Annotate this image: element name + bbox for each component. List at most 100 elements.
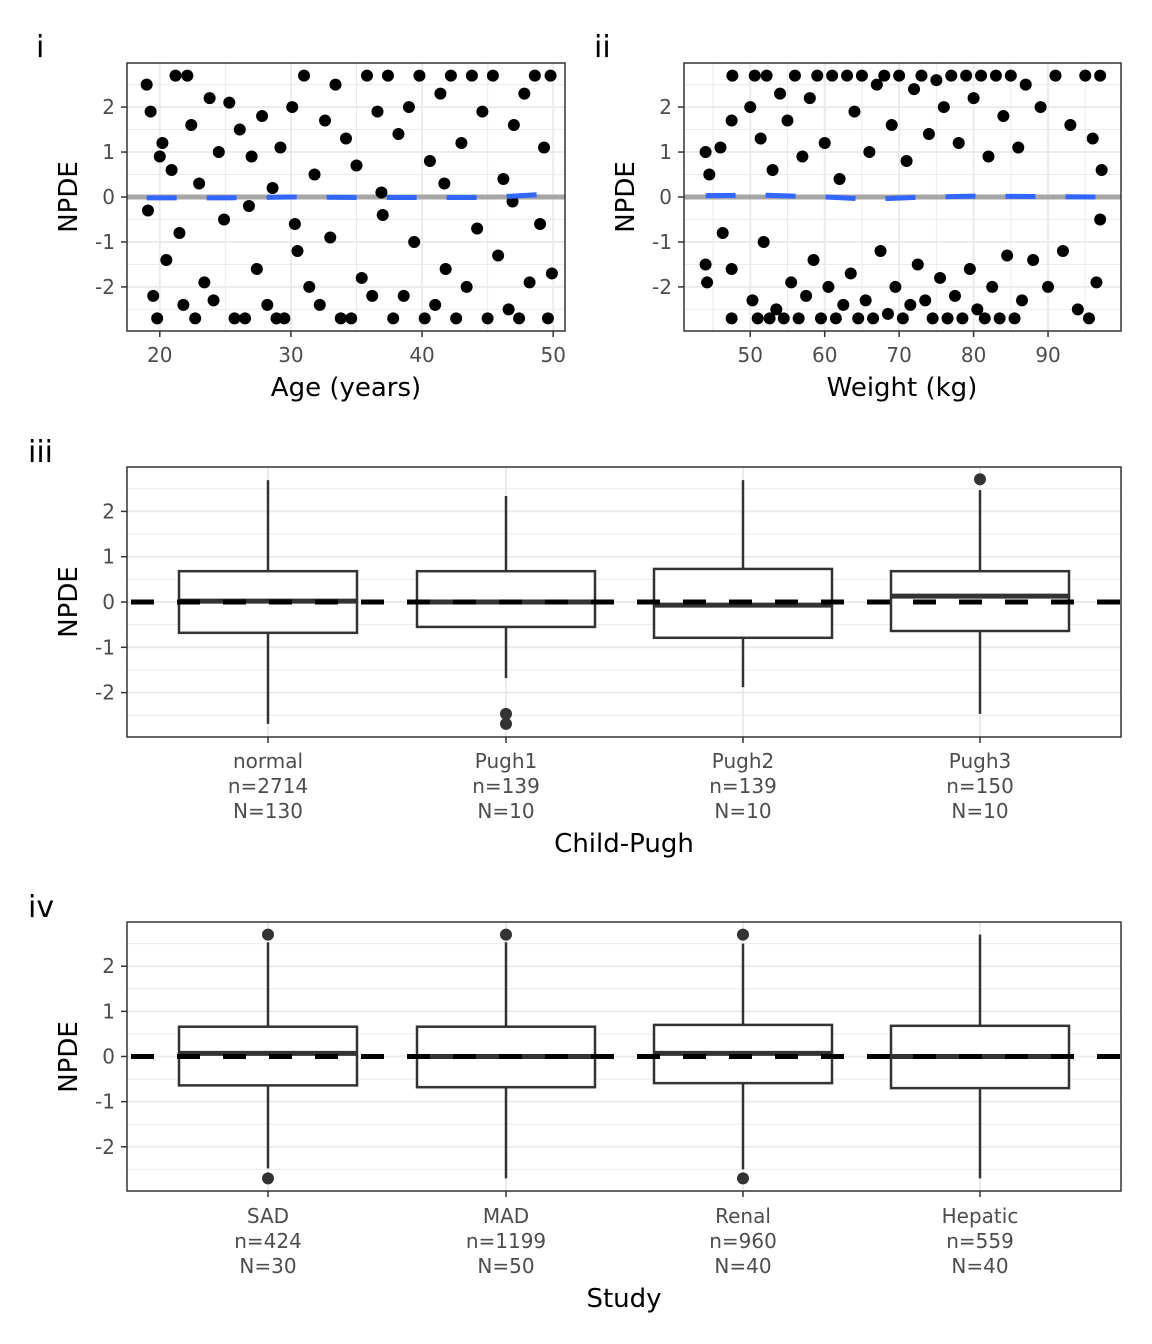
data-point (971, 303, 984, 316)
data-point (726, 69, 739, 82)
data-point (788, 69, 801, 82)
data-point (982, 150, 995, 163)
x-tick-label: N=50 (477, 1254, 534, 1278)
data-point (754, 132, 767, 145)
data-point (848, 105, 861, 118)
data-point (833, 173, 846, 186)
data-point (144, 105, 157, 118)
data-point (1094, 69, 1107, 82)
data-point (439, 262, 452, 275)
data-point (534, 217, 547, 230)
x-tick-label: 90 (1035, 343, 1060, 367)
data-point (1019, 78, 1032, 91)
data-point (792, 312, 805, 325)
data-point (893, 69, 906, 82)
data-point (502, 303, 515, 316)
x-tick-label: 40 (409, 343, 434, 367)
data-point (350, 159, 363, 172)
data-point (340, 132, 352, 145)
panel-tag: iv (28, 890, 54, 925)
data-point (993, 312, 1006, 325)
data-point (544, 69, 557, 82)
data-point (952, 137, 965, 150)
data-point (716, 226, 729, 239)
data-point (748, 69, 761, 82)
x-tick-label: N=10 (714, 799, 771, 823)
data-point (889, 280, 902, 293)
x-tick-label: Hepatic (942, 1204, 1019, 1228)
data-point (829, 312, 842, 325)
data-point (774, 87, 787, 100)
data-point (245, 150, 258, 163)
x-tick-label: Renal (715, 1204, 771, 1228)
outlier-point (737, 928, 749, 941)
data-point (1034, 101, 1047, 114)
y-tick-label: -2 (95, 1135, 115, 1159)
y-tick-label: 2 (102, 499, 115, 523)
data-point (140, 78, 153, 91)
y-tick-label: 1 (102, 140, 115, 164)
data-point (1001, 249, 1014, 262)
data-point (381, 69, 394, 82)
x-tick-label: SAD (247, 1204, 289, 1228)
data-point (770, 303, 783, 316)
data-point (796, 150, 809, 163)
data-point (934, 271, 947, 284)
data-point (908, 83, 921, 96)
data-point (1086, 132, 1099, 145)
data-point (513, 312, 526, 325)
y-tick-label: -1 (95, 230, 115, 254)
data-point (930, 74, 943, 87)
data-point (714, 141, 727, 154)
data-point (261, 298, 274, 311)
data-point (766, 164, 779, 177)
x-tick-label: MAD (483, 1204, 529, 1228)
data-point (329, 78, 342, 91)
data-point (212, 146, 225, 159)
data-point (746, 294, 759, 307)
data-point (811, 69, 824, 82)
data-point (911, 258, 924, 271)
data-point (274, 141, 287, 154)
data-point (1012, 141, 1025, 154)
outlier-point (737, 1172, 749, 1185)
x-tick-label: n=960 (709, 1229, 777, 1253)
data-point (881, 307, 894, 320)
y-tick-label: 2 (659, 95, 672, 119)
data-point (438, 177, 451, 190)
x-tick-label: 70 (886, 343, 911, 367)
data-point (408, 235, 421, 248)
data-point (355, 271, 368, 284)
data-point (852, 312, 865, 325)
data-point (989, 69, 1002, 82)
y-tick-label: -1 (95, 1090, 115, 1114)
data-point (945, 69, 958, 82)
data-point (465, 69, 478, 82)
y-tick-label: 2 (102, 954, 115, 978)
data-point (450, 312, 463, 325)
x-tick-label: 30 (278, 343, 303, 367)
data-point (173, 226, 186, 239)
data-point (859, 294, 872, 307)
data-point (941, 312, 954, 325)
data-point (492, 249, 505, 262)
x-tick-label: n=424 (234, 1229, 302, 1253)
y-axis-title: NPDE (54, 1021, 84, 1093)
data-point (757, 235, 770, 248)
data-point (800, 289, 813, 302)
outlier-point (500, 717, 512, 730)
data-point (744, 101, 757, 114)
y-axis-title: NPDE (54, 566, 84, 638)
x-tick-label: n=1199 (466, 1229, 546, 1253)
data-point (147, 289, 160, 302)
x-axis-title: Child-Pugh (554, 829, 694, 859)
data-point (896, 312, 909, 325)
data-point (228, 312, 241, 325)
data-point (288, 217, 301, 230)
y-tick-label: 0 (102, 1045, 115, 1069)
data-point (444, 69, 457, 82)
data-point (841, 69, 854, 82)
outlier-point (500, 707, 512, 720)
data-point (286, 101, 299, 114)
